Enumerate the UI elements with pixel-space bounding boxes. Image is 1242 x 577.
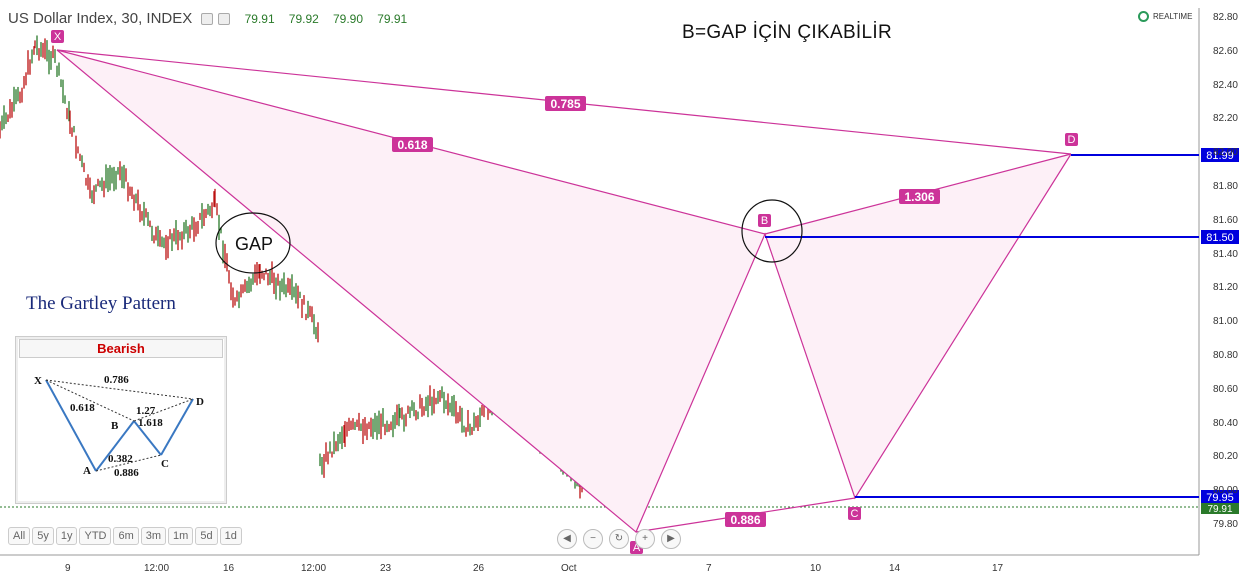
point-b-label: B — [761, 215, 768, 227]
x-tick-label: 12:00 — [301, 563, 327, 574]
x-tick-label: 14 — [889, 563, 901, 574]
scroll-left-icon[interactable]: ◀ — [557, 529, 577, 549]
inset-ratio-0618: 0.618 — [70, 402, 95, 414]
range-selector: All 5y 1y YTD 6m 3m 1m 5d 1d — [8, 527, 242, 545]
symbol-title: US Dollar Index, 30, INDEX — [8, 10, 193, 27]
range-3m-button[interactable]: 3m — [140, 527, 167, 545]
ratio-ac-label: 0.886 — [730, 513, 760, 527]
open-value: 79.91 — [244, 12, 275, 26]
x-tick-label: 23 — [380, 563, 392, 574]
point-x-label: X — [54, 31, 62, 43]
x-tick-label: 17 — [992, 563, 1004, 574]
y-tick-label: 81.80 — [1212, 181, 1238, 192]
point-a-label: A — [633, 542, 641, 554]
ratio-xd-label: 0.785 — [550, 97, 580, 111]
close-value: 79.91 — [377, 12, 408, 26]
range-5d-button[interactable]: 5d — [195, 527, 218, 545]
inset-ratio-127: 1.27 — [136, 405, 156, 417]
settings-icon[interactable] — [201, 13, 214, 26]
inset-ratio-1618: 1.618 — [138, 417, 163, 429]
inset-ratio-0886: 0.886 — [114, 467, 139, 479]
y-tick-label: 82.40 — [1212, 79, 1238, 91]
gap-annotation: GAP — [235, 234, 274, 254]
level-c-price: 79.95 — [1206, 492, 1234, 504]
y-tick-label: 81.00 — [1212, 316, 1238, 328]
inset-x: X — [34, 375, 42, 387]
inset-c: C — [161, 458, 169, 470]
y-tick-label: 80.00 — [1212, 485, 1238, 497]
ratio-bd-label: 1.306 — [904, 190, 934, 204]
zoom-out-icon[interactable]: − — [583, 529, 603, 549]
x-tick-label: 9 — [65, 563, 71, 574]
point-c-label: C — [851, 508, 859, 520]
low-value: 79.90 — [333, 12, 364, 26]
range-5y-button[interactable]: 5y — [32, 527, 54, 545]
y-tick-label: 79.80 — [1212, 519, 1238, 530]
last-price-tag: 79.91 — [1207, 504, 1232, 515]
range-ytd-button[interactable]: YTD — [79, 527, 112, 545]
inset-ratio-0382: 0.382 — [108, 453, 133, 465]
range-1d-button[interactable]: 1d — [219, 527, 242, 545]
y-tick-label: 80.80 — [1212, 350, 1238, 361]
range-6m-button[interactable]: 6m — [113, 527, 139, 545]
range-1y-button[interactable]: 1y — [55, 527, 78, 545]
realtime-icon — [1138, 11, 1149, 22]
high-value: 79.92 — [288, 12, 319, 26]
x-tick-label: 10 — [810, 563, 822, 574]
y-tick-label: 82.00 — [1212, 147, 1238, 159]
level-b-price: 81.50 — [1206, 232, 1234, 244]
x-tick-label: 16 — [223, 563, 235, 574]
headline-annotation: B=GAP İÇİN ÇIKABİLİR — [682, 22, 892, 43]
y-tick-label: 82.20 — [1212, 113, 1238, 125]
range-1m-button[interactable]: 1m — [168, 527, 194, 545]
y-tick-label: 80.40 — [1212, 417, 1238, 429]
x-tick-label: 26 — [473, 563, 485, 574]
compare-icon[interactable] — [218, 13, 231, 26]
range-all-button[interactable]: All — [8, 527, 31, 545]
y-tick-label: 81.20 — [1212, 282, 1238, 294]
bearish-gartley-diagram: Bearish X A B C D 0.786 0.618 1.27 1.618… — [15, 336, 227, 504]
level-d-price: 81.99 — [1206, 150, 1234, 162]
realtime-badge: REALTIME — [1138, 11, 1192, 22]
inset-ratio-0786: 0.786 — [104, 374, 129, 386]
y-tick-label: 82.80 — [1212, 12, 1238, 23]
b-point-circle — [741, 199, 803, 263]
scroll-right-icon[interactable]: ▶ — [661, 529, 681, 549]
inset-a: A — [83, 465, 91, 477]
price-levels — [765, 154, 1199, 498]
y-tick-label: 80.60 — [1212, 383, 1238, 395]
x-tick-label: 7 — [706, 563, 712, 574]
gartley-title: The Gartley Pattern — [26, 293, 176, 314]
y-tick-label: 80.20 — [1212, 451, 1238, 463]
x-tick-label: Oct — [561, 563, 577, 574]
realtime-label: REALTIME — [1153, 12, 1193, 21]
gap-circle — [215, 212, 291, 274]
y-tick-label: 81.60 — [1212, 214, 1238, 226]
y-tick-label: 81.40 — [1212, 248, 1238, 260]
chart-header: US Dollar Index, 30, INDEX 79.91 79.92 7… — [8, 10, 407, 27]
zoom-in-icon[interactable]: + — [635, 529, 655, 549]
gartley-pattern — [56, 49, 1072, 533]
inset-b: B — [111, 420, 119, 432]
reset-icon[interactable]: ↻ — [609, 529, 629, 549]
y-tick-label: 82.60 — [1212, 45, 1238, 57]
inset-title: Bearish — [19, 339, 223, 358]
ratio-xb-label: 0.618 — [397, 138, 427, 152]
inset-diagram: X A B C D 0.786 0.618 1.27 1.618 0.382 0… — [34, 374, 204, 479]
x-tick-label: 12:00 — [144, 563, 170, 574]
point-d-label: D — [1068, 134, 1076, 146]
inset-d: D — [196, 396, 204, 408]
